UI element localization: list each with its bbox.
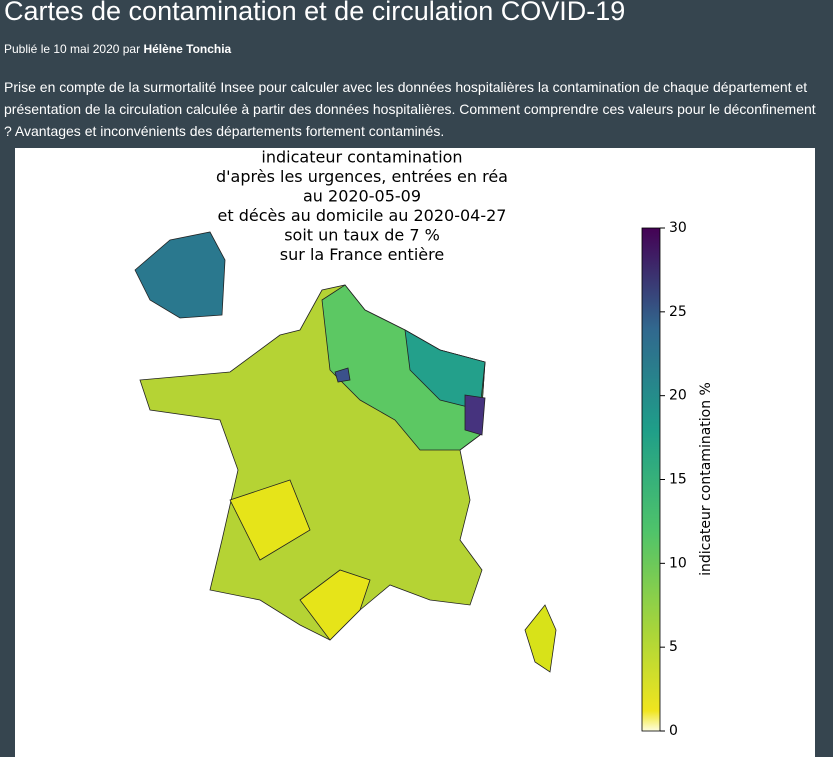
tick-label: 0 bbox=[669, 723, 678, 739]
colorbar-label: indicateur contamination % bbox=[698, 382, 714, 576]
title-line: d'après les urgences, entrées en réa bbox=[216, 167, 508, 186]
published: Publié le 10 mai 2020 par bbox=[4, 42, 141, 56]
title-line: au 2020-05-09 bbox=[303, 187, 421, 206]
tick-label: 5 bbox=[669, 639, 678, 655]
intro: Prise en compte de la surmortalité Insee… bbox=[4, 79, 816, 139]
page-title: Cartes de contamination et de circulatio… bbox=[4, 0, 626, 26]
title-line: et décès au domicile au 2020-04-27 bbox=[218, 206, 507, 225]
colorbar bbox=[641, 227, 661, 732]
colorbar-ticks: 0 5 10 15 20 25 30 bbox=[660, 220, 687, 739]
author[interactable]: Hélène Tonchia bbox=[143, 42, 232, 56]
title-line: sur la France entière bbox=[280, 245, 444, 264]
region-paris bbox=[334, 367, 351, 383]
tick-label: 15 bbox=[669, 472, 687, 488]
tick-label: 10 bbox=[669, 555, 687, 571]
tick-label: 20 bbox=[669, 388, 687, 404]
title-line: indicateur contamination bbox=[261, 148, 462, 167]
region-low bbox=[229, 479, 371, 641]
tick-label: 25 bbox=[669, 304, 687, 320]
region-alsace bbox=[464, 394, 486, 436]
title-line: soit un taux de 7 % bbox=[284, 226, 440, 245]
tick-label: 30 bbox=[669, 220, 687, 236]
idf-inset bbox=[134, 231, 226, 319]
map bbox=[134, 231, 557, 673]
post-meta: Publié le 10 mai 2020 par Hélène Tonchia bbox=[4, 42, 231, 56]
corsica bbox=[524, 604, 557, 673]
